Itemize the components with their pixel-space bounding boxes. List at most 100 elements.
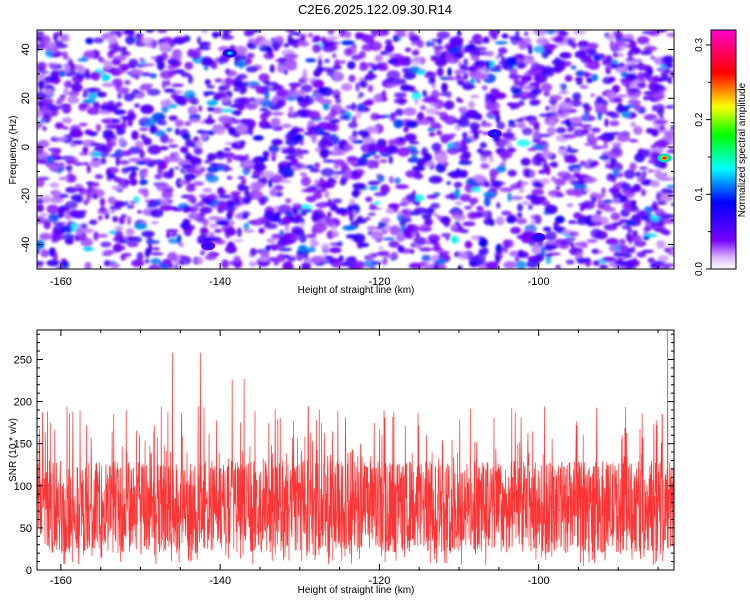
- heatmap-cell: [341, 40, 355, 46]
- heatmap-cell: [202, 188, 213, 193]
- heatmap-cell: [517, 203, 523, 212]
- heatmap-cell: [510, 226, 522, 234]
- heatmap-cell: [223, 152, 235, 158]
- heatmap-cell: [620, 239, 626, 244]
- heatmap-cell: [44, 75, 57, 83]
- heatmap-cell: [116, 126, 126, 135]
- heatmap-cell: [440, 136, 450, 144]
- heatmap-cell: [478, 248, 483, 255]
- heatmap-cell: [86, 164, 91, 174]
- heatmap-cell: [490, 89, 500, 93]
- heatmap-cell: [521, 201, 530, 206]
- heatmap-cell: [605, 237, 619, 246]
- heatmap-cell: [208, 216, 221, 221]
- heatmap-cell: [333, 174, 340, 179]
- heatmap-cell: [172, 232, 177, 237]
- heatmap-cell: [78, 122, 88, 127]
- heatmap-cell: [272, 125, 284, 131]
- heatmap-cell: [537, 140, 548, 145]
- heatmap-cell: [281, 160, 288, 166]
- heatmap-cell: [82, 99, 95, 104]
- heatmap-cell: [104, 60, 113, 70]
- heatmap-cell: [204, 79, 211, 86]
- heatmap-cell: [381, 90, 387, 100]
- heatmap-cell: [47, 62, 58, 67]
- heatmap-cell: [182, 205, 190, 213]
- heatmap-cell: [437, 215, 443, 221]
- heatmap-cell: [195, 164, 201, 171]
- heatmap-cell: [206, 84, 215, 89]
- heatmap-cell: [611, 197, 621, 204]
- heatmap-cell: [109, 205, 122, 211]
- heatmap-cell: [278, 179, 292, 183]
- heatmap-cell: [591, 127, 601, 133]
- heatmap-cell: [621, 184, 628, 189]
- heatmap-cell: [411, 91, 422, 102]
- heatmap-cell: [591, 248, 600, 254]
- heatmap-cell: [283, 70, 288, 75]
- heatmap-cell: [221, 164, 230, 173]
- heatmap-cell: [558, 147, 569, 156]
- heatmap-cell: [254, 97, 263, 107]
- heatmap-cell: [566, 128, 574, 132]
- heatmap-cell: [252, 170, 264, 176]
- heatmap-cell: [127, 236, 137, 242]
- heatmap-cell: [197, 46, 211, 51]
- heatmap-cell: [305, 195, 317, 203]
- heatmap-cell: [218, 190, 225, 195]
- heatmap-cell: [394, 177, 401, 185]
- heatmap-cell: [446, 181, 452, 186]
- heatmap-cell: [62, 126, 69, 130]
- heatmap-cell: [150, 56, 157, 60]
- heatmap-cell: [565, 259, 575, 265]
- heatmap-cell: [668, 147, 674, 153]
- heatmap-cell: [459, 169, 466, 176]
- heatmap-cell: [322, 159, 336, 163]
- y-tick-label: 150: [14, 439, 32, 451]
- y-tick-label: -40: [20, 237, 32, 253]
- heatmap-cell: [194, 169, 203, 175]
- heatmap-cell: [403, 72, 417, 80]
- heatmap-cell: [60, 33, 70, 41]
- heatmap-cell: [358, 50, 366, 59]
- heatmap-cell: [118, 160, 130, 165]
- heatmap-cell: [99, 205, 106, 213]
- heatmap-cell: [69, 129, 84, 138]
- heatmap-cell: [327, 198, 332, 206]
- heatmap-cell: [670, 125, 674, 130]
- heatmap-cell: [515, 30, 520, 40]
- heatmap-cell: [529, 101, 540, 106]
- heatmap-cell: [233, 239, 245, 243]
- heatmap-cell: [520, 181, 526, 188]
- heatmap-cell: [612, 142, 622, 148]
- heatmap-cell: [249, 181, 263, 192]
- heatmap-cell: [67, 236, 73, 245]
- heatmap-cell: [479, 122, 493, 128]
- heatmap-cell: [501, 132, 515, 139]
- heatmap-cell: [332, 53, 337, 59]
- heatmap-cell: [527, 68, 542, 76]
- heatmap-cell: [230, 142, 239, 149]
- heatmap-cell: [522, 85, 536, 91]
- heatmap-cell: [436, 31, 450, 40]
- heatmap-cell: [557, 171, 571, 178]
- heatmap-cell: [287, 33, 293, 44]
- heatmap-cell: [400, 84, 412, 92]
- heatmap-cell: [570, 159, 577, 163]
- heatmap-cell: [312, 44, 322, 53]
- heatmap-cell: [606, 63, 612, 70]
- heatmap-cell: [346, 155, 358, 162]
- heatmap-cell: [471, 197, 479, 203]
- heatmap-cell: [167, 251, 178, 262]
- heatmap-cell: [320, 213, 326, 219]
- heatmap-cell: [335, 97, 342, 105]
- heatmap-cell: [625, 219, 637, 226]
- heatmap-cell: [226, 155, 233, 164]
- heatmap-cell: [260, 112, 268, 121]
- heatmap-cell: [330, 118, 341, 124]
- heatmap-cell: [283, 43, 289, 48]
- heatmap-cell: [112, 243, 123, 253]
- heatmap-cell: [278, 247, 292, 252]
- heatmap-cell: [149, 73, 157, 79]
- heatmap-cell: [115, 101, 123, 108]
